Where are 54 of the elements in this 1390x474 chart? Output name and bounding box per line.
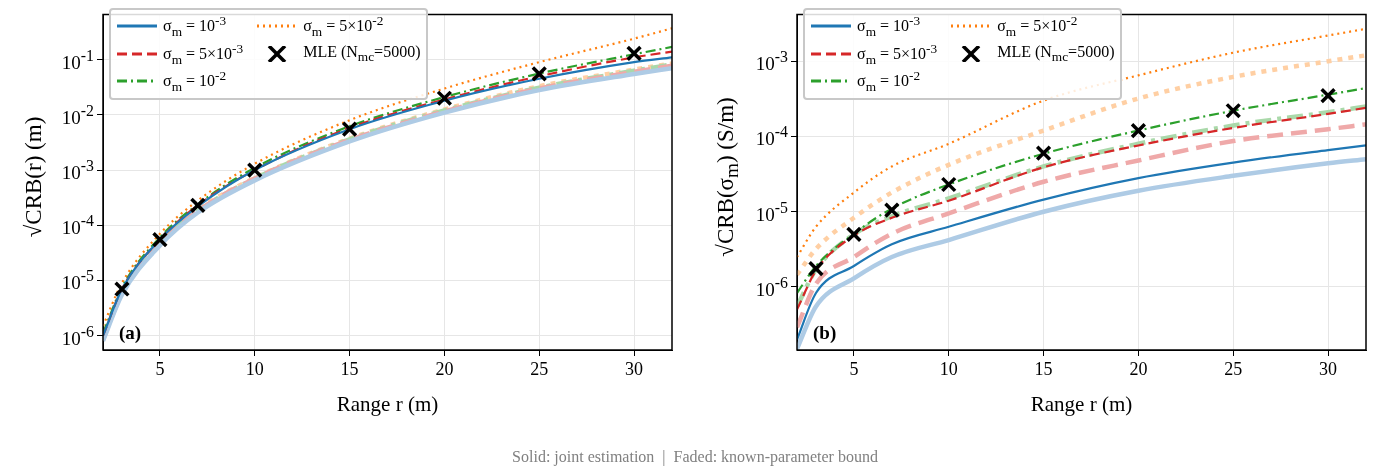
legend-label: σ$_{m}$ = 5×10$^{-2}$ bbox=[303, 13, 384, 40]
legend-label: σ$_{m}$ = 5×10$^{-2}$ bbox=[997, 13, 1078, 40]
y-tick-label: 10$^{-2}$ bbox=[61, 102, 94, 128]
x-tick-label: 5 bbox=[155, 358, 165, 379]
x-tick-label: 25 bbox=[530, 358, 549, 379]
point bbox=[1319, 87, 1337, 104]
point bbox=[436, 90, 453, 107]
point bbox=[189, 197, 206, 214]
y-tick-label: 10$^{-5}$ bbox=[755, 199, 788, 225]
x-tick-label: 15 bbox=[1034, 358, 1053, 379]
point bbox=[151, 231, 169, 248]
x-tick-label: 30 bbox=[1319, 358, 1338, 379]
legend-label: σ$_{m}$ = 5×10$^{-3}$ bbox=[163, 40, 244, 68]
point bbox=[1035, 145, 1052, 162]
legend-label: σ$_{m}$ = 10$^{-2}$ bbox=[857, 68, 921, 95]
x-tick-label: 15 bbox=[340, 358, 359, 379]
annotation: (b) bbox=[813, 322, 837, 345]
text: Solid: joint estimation | Faded: known-parameter bound bbox=[511, 448, 879, 466]
legend-label: σ$_{m}$ = 10$^{-2}$ bbox=[163, 68, 227, 95]
legend-label: σ$_{m}$ = 10$^{-3}$ bbox=[857, 13, 921, 40]
y-tick-label: 10$^{-3}$ bbox=[61, 157, 94, 183]
annotation: (a) bbox=[119, 322, 142, 345]
legend-label: σ$_{m}$ = 10$^{-3}$ bbox=[163, 13, 227, 40]
x-tick-label: 5 bbox=[849, 358, 859, 379]
legend-label: MLE (N$_{mc}$=5000) bbox=[303, 42, 421, 65]
x-tick-label: 20 bbox=[435, 358, 454, 379]
x-tick-label: 20 bbox=[1129, 358, 1148, 379]
y-tick-label: 10$^{-6}$ bbox=[755, 274, 788, 300]
y-tick-label: 10$^{-6}$ bbox=[61, 322, 94, 349]
y-tick-label: 10$^{-5}$ bbox=[61, 267, 94, 294]
point bbox=[113, 280, 131, 298]
point bbox=[1130, 122, 1147, 139]
point bbox=[531, 65, 548, 83]
point bbox=[845, 226, 863, 243]
y-tick-label: 10$^{-1}$ bbox=[61, 46, 94, 73]
legend-label: σ$_{m}$ = 5×10$^{-3}$ bbox=[857, 40, 938, 68]
y-tick-label: 10$^{-4}$ bbox=[755, 123, 788, 150]
point bbox=[940, 176, 957, 193]
point bbox=[625, 45, 643, 62]
x-tick-label: 30 bbox=[625, 358, 644, 379]
x-tick-label: 10 bbox=[939, 358, 958, 379]
y-axis-title: √CRB(r) (m) bbox=[21, 116, 47, 238]
y-tick-label: 10$^{-4}$ bbox=[61, 212, 94, 238]
point bbox=[883, 202, 900, 219]
x-tick-label: 25 bbox=[1224, 358, 1243, 379]
point bbox=[341, 121, 358, 138]
x-axis-title: Range r (m) bbox=[1030, 392, 1133, 417]
y-tick-label: 10$^{-3}$ bbox=[755, 48, 788, 74]
point bbox=[246, 161, 263, 179]
x-axis-title: Range r (m) bbox=[336, 392, 439, 417]
x-tick-label: 10 bbox=[245, 358, 264, 379]
point bbox=[807, 260, 825, 277]
point bbox=[1225, 102, 1242, 119]
legend-label: MLE (N$_{mc}$=5000) bbox=[997, 42, 1115, 65]
